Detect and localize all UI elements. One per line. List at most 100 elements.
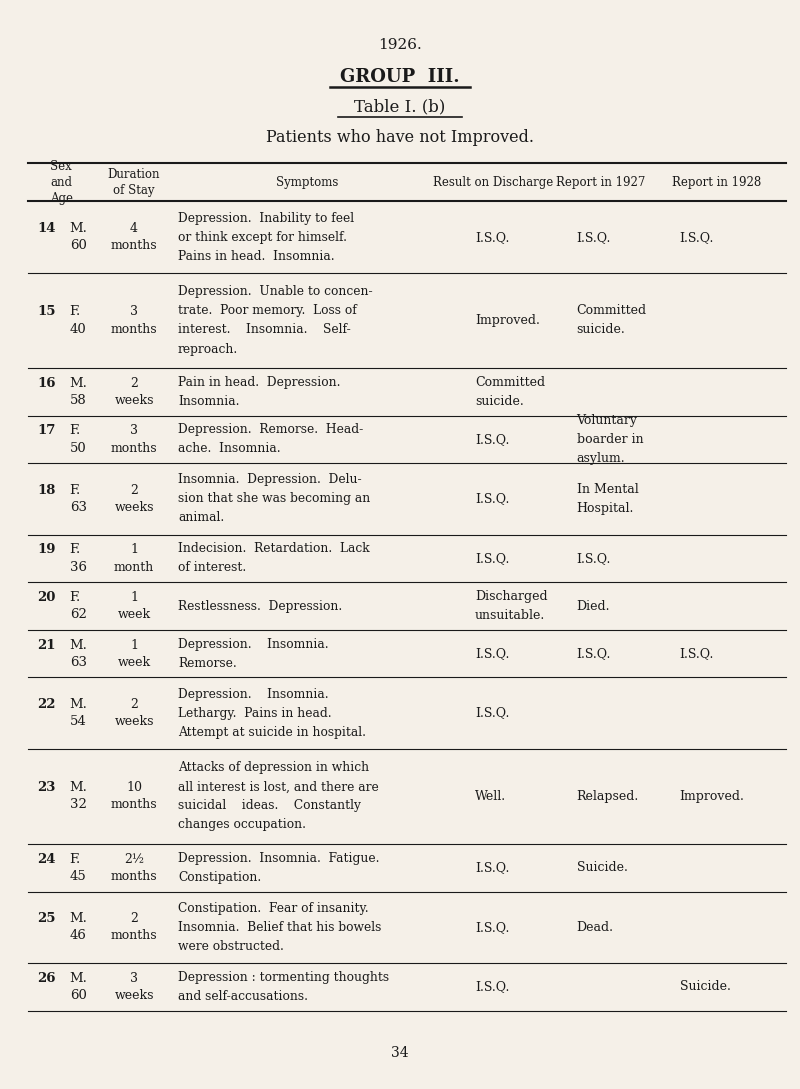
Text: M.: M. — [70, 971, 87, 984]
Text: unsuitable.: unsuitable. — [475, 609, 546, 622]
Text: ache.  Insomnia.: ache. Insomnia. — [178, 442, 281, 455]
Text: Hospital.: Hospital. — [577, 502, 634, 515]
Text: Lethargy.  Pains in head.: Lethargy. Pains in head. — [178, 707, 332, 720]
Text: weeks: weeks — [114, 989, 154, 1002]
Text: Remorse.: Remorse. — [178, 657, 237, 670]
Text: F.: F. — [70, 484, 81, 497]
Text: 20: 20 — [37, 591, 55, 604]
Text: months: months — [110, 441, 158, 454]
Text: Depression : tormenting thoughts: Depression : tormenting thoughts — [178, 970, 389, 983]
Text: trate.  Poor memory.  Loss of: trate. Poor memory. Loss of — [178, 305, 357, 317]
Text: Insomnia.  Belief that his bowels: Insomnia. Belief that his bowels — [178, 921, 382, 933]
Text: 15: 15 — [37, 305, 55, 318]
Text: 34: 34 — [391, 1047, 409, 1060]
Text: I.S.Q.: I.S.Q. — [679, 647, 714, 660]
Text: months: months — [110, 240, 158, 253]
Text: F.: F. — [70, 305, 81, 318]
Text: Restlessness.  Depression.: Restlessness. Depression. — [178, 600, 342, 612]
Text: Patients who have not Improved.: Patients who have not Improved. — [266, 129, 534, 146]
Text: changes occupation.: changes occupation. — [178, 819, 306, 832]
Text: I.S.Q.: I.S.Q. — [577, 552, 611, 565]
Text: 18: 18 — [37, 484, 55, 497]
Text: I.S.Q.: I.S.Q. — [475, 433, 510, 445]
Text: of interest.: of interest. — [178, 562, 246, 575]
Text: Voluntary: Voluntary — [577, 414, 638, 427]
Text: Attempt at suicide in hospital.: Attempt at suicide in hospital. — [178, 725, 366, 738]
Text: Symptoms: Symptoms — [276, 176, 338, 188]
Text: 2: 2 — [130, 484, 138, 497]
Text: sion that she was becoming an: sion that she was becoming an — [178, 492, 370, 505]
Text: interest.    Insomnia.    Self-: interest. Insomnia. Self- — [178, 323, 350, 337]
Text: Depression.    Insomnia.: Depression. Insomnia. — [178, 637, 329, 650]
Text: M.: M. — [70, 377, 87, 390]
Text: I.S.Q.: I.S.Q. — [475, 921, 510, 933]
Text: or think except for himself.: or think except for himself. — [178, 231, 347, 244]
Text: I.S.Q.: I.S.Q. — [679, 231, 714, 244]
Text: I.S.Q.: I.S.Q. — [475, 231, 510, 244]
Text: were obstructed.: were obstructed. — [178, 940, 284, 953]
Text: Report in 1927: Report in 1927 — [556, 176, 646, 188]
Text: all interest is lost, and there are: all interest is lost, and there are — [178, 781, 378, 794]
Text: 54: 54 — [70, 715, 86, 729]
Text: 1: 1 — [130, 638, 138, 651]
Text: months: months — [110, 322, 158, 335]
Text: Indecision.  Retardation.  Lack: Indecision. Retardation. Lack — [178, 542, 370, 555]
Text: 45: 45 — [70, 870, 86, 883]
Text: 3: 3 — [130, 305, 138, 318]
Text: I.S.Q.: I.S.Q. — [475, 647, 510, 660]
Text: Dead.: Dead. — [577, 921, 614, 933]
Text: 2½: 2½ — [124, 853, 144, 866]
Text: Depression.  Unable to concen-: Depression. Unable to concen- — [178, 285, 373, 298]
Text: F.: F. — [70, 853, 81, 866]
Text: F.: F. — [70, 425, 81, 438]
Text: reproach.: reproach. — [178, 343, 238, 355]
Text: 2: 2 — [130, 377, 138, 390]
Text: F.: F. — [70, 543, 81, 556]
Text: 62: 62 — [70, 608, 86, 621]
Text: 4: 4 — [130, 222, 138, 235]
Text: Pains in head.  Insomnia.: Pains in head. Insomnia. — [178, 249, 334, 262]
Text: suicide.: suicide. — [577, 323, 626, 337]
Text: suicidal    ideas.    Constantly: suicidal ideas. Constantly — [178, 799, 361, 812]
Text: Improved.: Improved. — [679, 790, 745, 803]
Text: Report in 1928: Report in 1928 — [672, 176, 762, 188]
Text: Discharged: Discharged — [475, 590, 548, 603]
Text: M.: M. — [70, 698, 87, 711]
Text: month: month — [114, 561, 154, 574]
Text: Table I. (b): Table I. (b) — [354, 98, 446, 115]
Text: Pain in head.  Depression.: Pain in head. Depression. — [178, 376, 341, 389]
Text: Committed: Committed — [475, 376, 545, 389]
Text: GROUP  III.: GROUP III. — [340, 68, 460, 86]
Text: animal.: animal. — [178, 512, 224, 525]
Text: 60: 60 — [70, 240, 86, 253]
Text: Insomnia.  Depression.  Delu-: Insomnia. Depression. Delu- — [178, 474, 362, 487]
Text: 25: 25 — [37, 913, 55, 926]
Text: Died.: Died. — [577, 600, 610, 612]
Text: boarder in: boarder in — [577, 433, 643, 445]
Text: 2: 2 — [130, 913, 138, 926]
Text: 22: 22 — [37, 698, 55, 711]
Text: Depression.  Insomnia.  Fatigue.: Depression. Insomnia. Fatigue. — [178, 852, 379, 865]
Text: Sex
and
Age: Sex and Age — [50, 160, 73, 205]
Text: months: months — [110, 870, 158, 883]
Text: 26: 26 — [37, 971, 55, 984]
Text: 2: 2 — [130, 698, 138, 711]
Text: asylum.: asylum. — [577, 452, 625, 465]
Text: Constipation.  Fear of insanity.: Constipation. Fear of insanity. — [178, 902, 369, 915]
Text: M.: M. — [70, 638, 87, 651]
Text: I.S.Q.: I.S.Q. — [475, 492, 510, 505]
Text: 32: 32 — [70, 798, 86, 811]
Text: F.: F. — [70, 591, 81, 604]
Text: M.: M. — [70, 781, 87, 794]
Text: Relapsed.: Relapsed. — [577, 790, 638, 803]
Text: 58: 58 — [70, 394, 86, 407]
Text: 46: 46 — [70, 929, 86, 942]
Text: 17: 17 — [37, 425, 55, 438]
Text: Suicide.: Suicide. — [679, 980, 730, 993]
Text: 3: 3 — [130, 425, 138, 438]
Text: 63: 63 — [70, 656, 86, 669]
Text: weeks: weeks — [114, 394, 154, 407]
Text: weeks: weeks — [114, 715, 154, 729]
Text: 1: 1 — [130, 543, 138, 556]
Text: Duration
of Stay: Duration of Stay — [108, 168, 160, 197]
